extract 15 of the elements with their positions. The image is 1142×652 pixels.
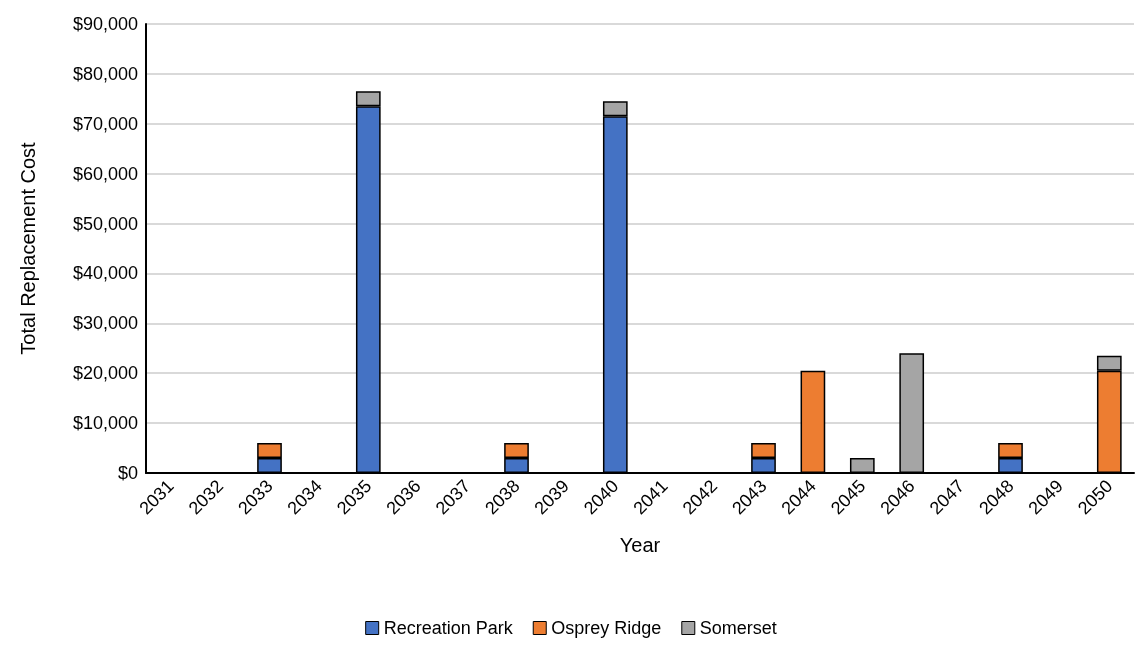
y-tick-label: $90,000 — [72, 14, 138, 34]
x-axis-title: Year — [619, 534, 661, 556]
y-axis-title: Total Replacement Cost — [17, 141, 39, 355]
y-tick-label: $60,000 — [72, 163, 138, 184]
y-tick-label: $20,000 — [72, 363, 138, 384]
y-tick-label: $10,000 — [72, 413, 138, 434]
y-tick-label: $70,000 — [72, 113, 138, 134]
y-tick-label: $0 — [117, 463, 138, 483]
legend-label: Somerset — [699, 618, 777, 638]
y-tick-label: $30,000 — [72, 313, 138, 334]
y-tick-label: $80,000 — [72, 63, 138, 84]
legend-label: Recreation Park — [383, 618, 514, 638]
y-tick-label: $50,000 — [72, 213, 138, 234]
legend-label: Osprey Ridge — [551, 618, 662, 638]
y-tick-label: $40,000 — [72, 263, 138, 284]
